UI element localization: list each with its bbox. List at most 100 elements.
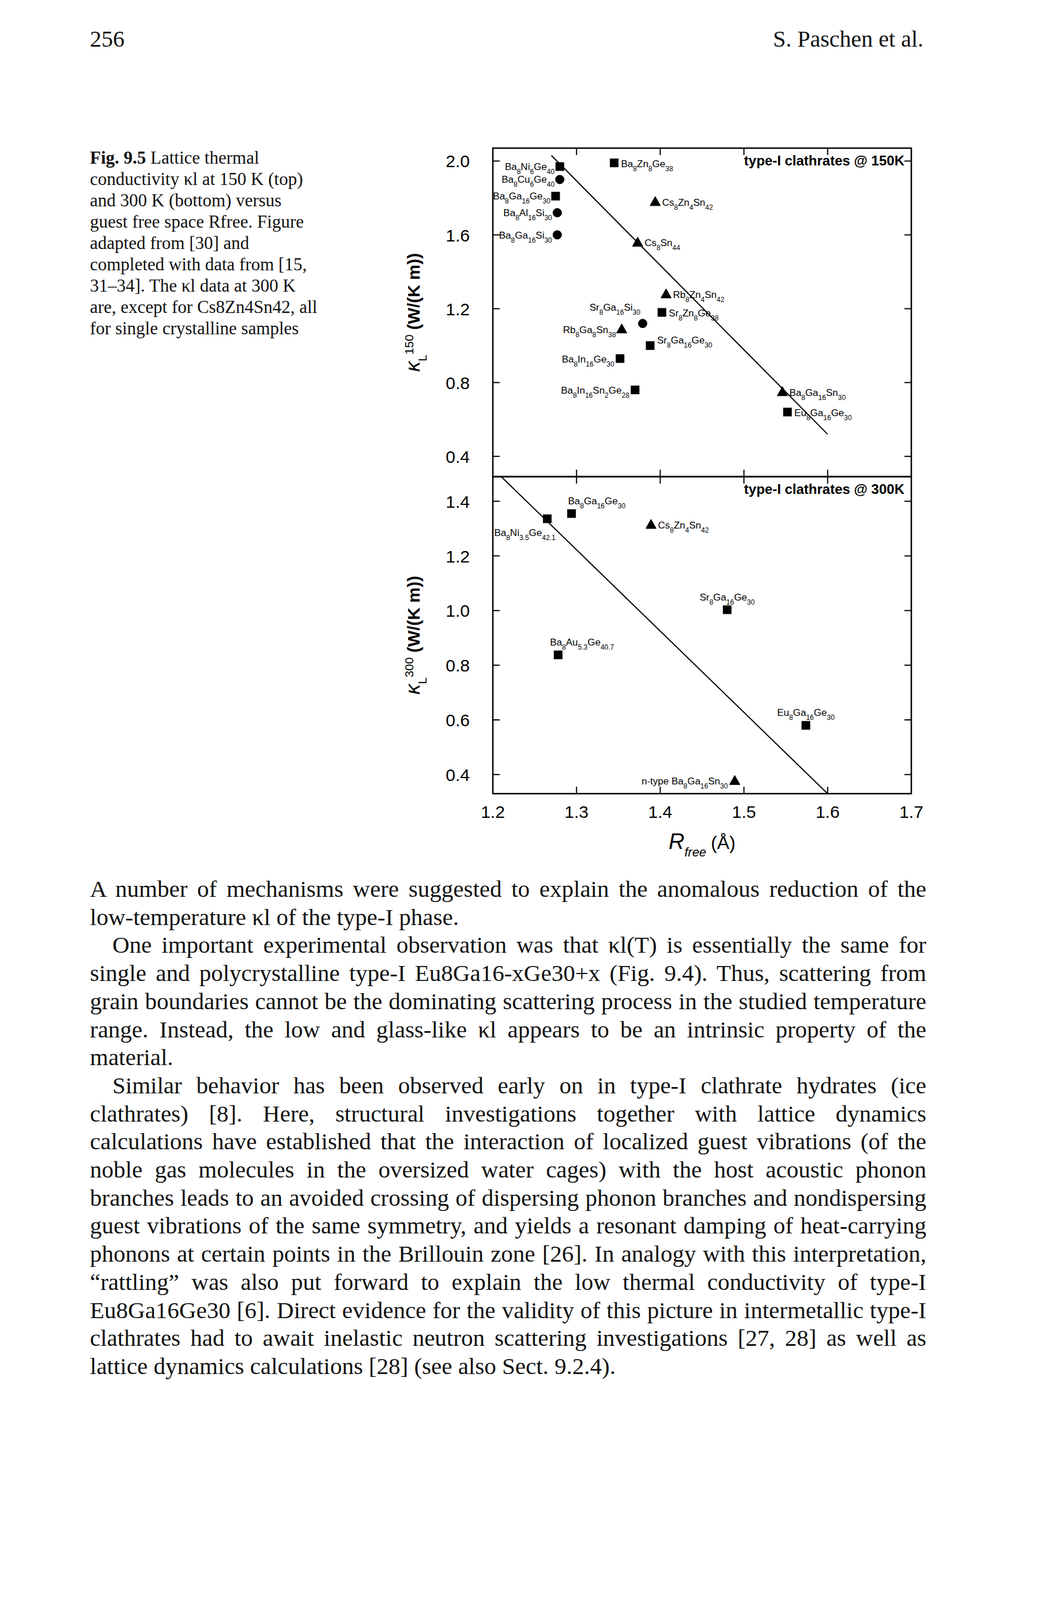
- point-label: Ba8Ga16Sn30: [789, 387, 846, 402]
- y-tick-label: 0.8: [445, 373, 470, 393]
- x-axis-label: Rfree(Å): [668, 829, 736, 860]
- y-tick-label: 1.0: [445, 601, 470, 621]
- page-number: 256: [89, 25, 125, 53]
- data-point: [801, 721, 810, 730]
- point-label: Ba8Au5.3Ge40.7: [549, 636, 614, 652]
- y-tick: [904, 774, 912, 776]
- x-tick-label: 1.6: [815, 802, 840, 822]
- point-labels: Ba8Ni3.5Ge42.1Ba8Ga16Ge30Cs8Zn4Sn42Ba8Au…: [493, 495, 835, 791]
- guide-line: [551, 155, 828, 435]
- data-point: [729, 775, 741, 785]
- data-point: [631, 385, 640, 394]
- data-point: [553, 650, 563, 659]
- point-label: Sr8Ga16Ge30: [657, 334, 713, 350]
- point-label: Eu8Ga16Ge30: [794, 407, 852, 422]
- data-point: [616, 354, 625, 363]
- point-label: Sr8Zn8Ge38: [668, 307, 719, 323]
- data-point: [610, 159, 619, 168]
- x-tick: [659, 148, 661, 156]
- x-tick: [575, 786, 577, 794]
- x-tick-label: 1.7: [899, 802, 924, 822]
- y-tick: [904, 455, 912, 458]
- point-label: Ba8In16Ge30: [562, 353, 615, 369]
- y-tick: [492, 500, 500, 503]
- point-label: Rb8Ga8Sn38: [563, 324, 617, 339]
- y-tick: [904, 308, 912, 310]
- data-point: [657, 308, 666, 317]
- x-tick-label: 1.3: [564, 802, 589, 822]
- data-point: [638, 319, 647, 328]
- data-point: [552, 230, 562, 240]
- y-tick-label: 1.2: [445, 299, 470, 319]
- paragraph: A number of mechanisms were suggested to…: [89, 875, 927, 931]
- paragraph: Similar behavior has been observed early…: [89, 1071, 927, 1381]
- y-tick: [492, 664, 500, 666]
- point-label: Cs8Sn44: [644, 237, 681, 252]
- data-point: [650, 196, 661, 206]
- caption: Fig. 9.5 Lattice thermal conductivity κl…: [89, 146, 318, 339]
- x-tick: [492, 786, 494, 794]
- x-tick: [659, 469, 661, 477]
- y-tick-label: 0.4: [445, 447, 470, 467]
- x-tick: [910, 476, 912, 484]
- y-tick-label: 1.6: [445, 225, 470, 245]
- point-label: Ba8In16Sn2Ge28: [560, 385, 630, 400]
- y-tick: [492, 555, 500, 557]
- point-label: Ba8Ga16Ge30: [492, 190, 551, 206]
- y-tick: [904, 609, 912, 612]
- running-head: S. Paschen et al.: [772, 25, 924, 53]
- y-tick: [904, 555, 912, 557]
- x-tick: [827, 469, 829, 477]
- point-label: Sr8Ga16Si30: [589, 302, 641, 317]
- data-point: [783, 408, 792, 417]
- y-tick: [492, 609, 500, 612]
- data-group: [501, 476, 828, 794]
- data-point: [723, 605, 732, 614]
- point-label: Eu8Ga16Ge30: [777, 707, 835, 722]
- caption-text: Lattice thermal conductivity κl at 150 K…: [89, 147, 318, 339]
- y-tick-label: 0.8: [445, 655, 470, 675]
- point-label: Ba8Ga16Si30: [499, 229, 553, 245]
- point-label: Sr8Ga16Ge30: [699, 591, 756, 607]
- x-tick: [575, 469, 577, 477]
- point-label: Ba8Ga16Ge30: [567, 495, 626, 511]
- data-point: [645, 519, 656, 529]
- y-tick-label: 1.4: [445, 492, 470, 512]
- data-point: [661, 288, 672, 299]
- chart-title: type-I clathrates @ 150K: [744, 152, 905, 169]
- y-tick-label: 2.0: [445, 151, 470, 171]
- point-label: Ba8Zn8Ge38: [621, 158, 674, 173]
- x-tick: [910, 786, 912, 794]
- x-tick: [910, 148, 912, 156]
- y-tick-label: 1.2: [445, 547, 470, 567]
- y-tick: [492, 308, 500, 310]
- y-axis-label: κL150(W/(K m)): [400, 253, 429, 372]
- y-tick: [904, 500, 912, 503]
- caption-label: Fig. 9.5: [89, 147, 146, 168]
- y-tick: [904, 719, 912, 721]
- guide-line: [501, 476, 828, 794]
- y-tick: [492, 774, 500, 776]
- y-tick: [492, 160, 500, 162]
- data-point: [555, 175, 565, 184]
- y-tick: [904, 160, 912, 162]
- y-tick: [904, 382, 912, 384]
- point-label: Ba8Ni3.5Ge42.1: [493, 527, 556, 542]
- y-tick: [492, 455, 500, 458]
- y-tick: [904, 664, 912, 666]
- body-text: A number of mechanisms were suggested to…: [89, 875, 927, 1381]
- plot-frame: [492, 476, 912, 794]
- x-tick: [743, 786, 745, 794]
- y-tick-label: 0.4: [445, 765, 470, 785]
- point-label: Ba8Al16Si30: [503, 207, 553, 222]
- x-tick: [659, 476, 661, 484]
- chart: 0.4 0.8 1.2 1.6 2.0 κL150(W/(K m)) type-I clat…: [400, 148, 912, 477]
- chart: 1.21.31.41.51.61.70.40.60.81.01.21.4κL30…: [400, 476, 924, 860]
- x-tick: [743, 469, 745, 477]
- x-tick: [492, 148, 494, 156]
- point-label: Rb8Zn4Sn42: [673, 289, 725, 304]
- data-point: [567, 509, 576, 518]
- data-point: [616, 323, 628, 334]
- data-point: [552, 208, 562, 218]
- y-tick: [492, 382, 500, 384]
